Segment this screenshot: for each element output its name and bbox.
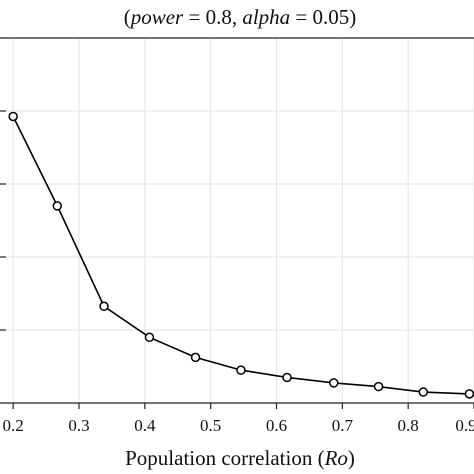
subtitle-part: power	[129, 5, 184, 29]
x-axis-label-part: Ro	[324, 446, 348, 470]
chart-subtitle: (power = 0.8, alpha = 0.05)	[124, 5, 357, 29]
data-point	[99, 301, 109, 312]
x-tick-label: 0.4	[134, 416, 156, 435]
x-tick-label: 0.9	[455, 416, 474, 435]
series	[8, 111, 474, 399]
x-axis-label-part: Population correlation (	[125, 446, 324, 470]
x-tick-label: 0.6	[266, 416, 287, 435]
x-axis-label-part: )	[348, 446, 355, 470]
data-point	[464, 389, 474, 399]
subtitle-part: = 0.8,	[183, 5, 242, 29]
data-point	[329, 378, 339, 388]
plot-frame	[0, 37, 474, 404]
subtitle-part: alpha	[242, 5, 290, 29]
x-axis-ticks: 0.2 0.3 0.4 0.5 0.6 0.7 0.8 0.9	[3, 403, 474, 435]
x-tick-label: 0.3	[68, 416, 89, 435]
grid	[0, 38, 474, 403]
x-tick-label: 0.8	[398, 416, 419, 435]
subtitle-part: = 0.05)	[290, 5, 356, 29]
data-point	[282, 372, 292, 383]
data-point	[373, 381, 384, 392]
x-tick-label: 0.7	[332, 416, 354, 435]
data-point	[144, 332, 155, 343]
data-point	[236, 365, 246, 375]
subtitle-part: (	[124, 5, 131, 29]
x-tick-label: 0.2	[3, 416, 24, 435]
data-point	[190, 352, 201, 363]
data-point	[52, 201, 63, 211]
data-point	[418, 387, 429, 397]
data-point	[8, 111, 18, 122]
x-tick-label: 0.5	[200, 416, 221, 435]
x-axis-label: Population correlation (Ro)	[125, 446, 355, 470]
series-line	[12, 116, 470, 395]
